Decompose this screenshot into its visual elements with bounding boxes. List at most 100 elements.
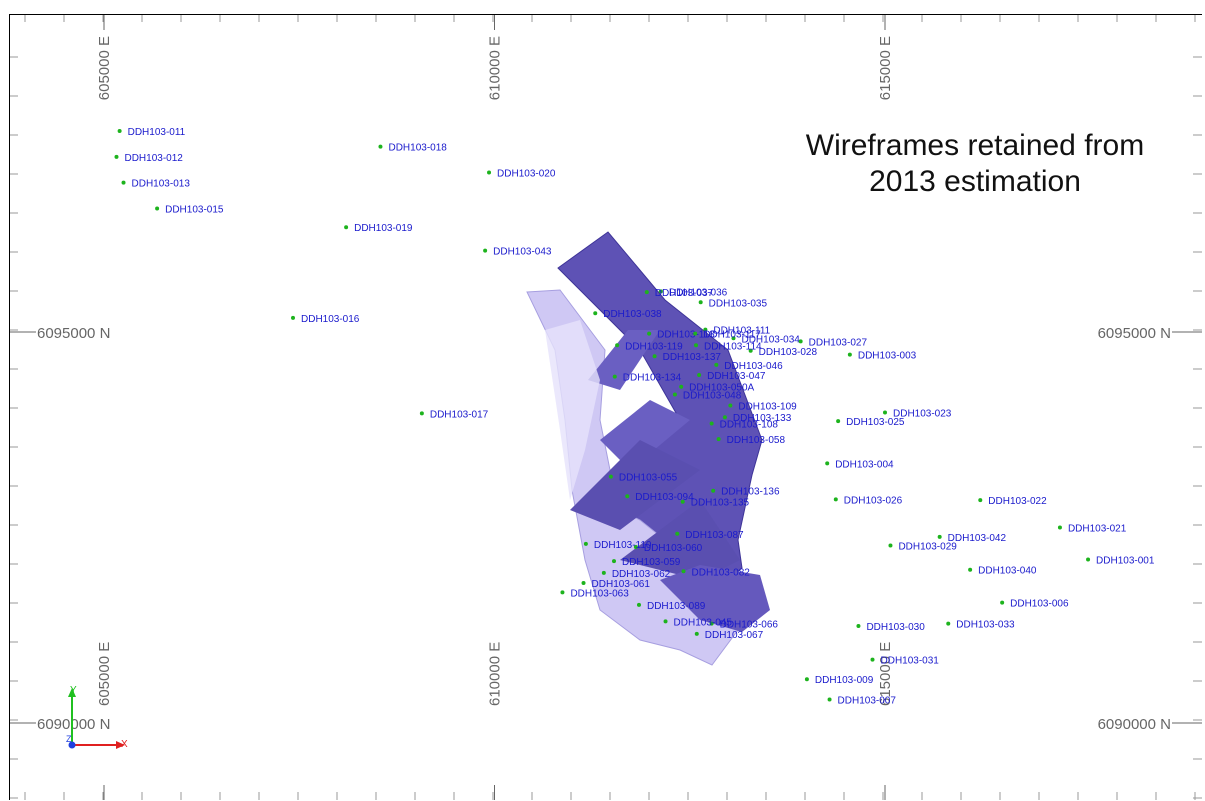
drillhole-collar-marker[interactable] bbox=[679, 384, 684, 389]
drillhole-label[interactable]: DDH103-012 bbox=[124, 153, 183, 164]
drillhole-label[interactable]: DDH103-011 bbox=[128, 127, 186, 138]
drillhole-collar-marker[interactable] bbox=[714, 362, 719, 367]
drillhole-label[interactable]: DDH103-021 bbox=[1068, 524, 1127, 535]
drillhole-collar-marker[interactable] bbox=[121, 180, 126, 185]
drillhole-label[interactable]: DDH103-058 bbox=[727, 435, 786, 446]
drillhole-collar-marker[interactable] bbox=[847, 352, 852, 357]
drillhole-label[interactable]: DDH103-137 bbox=[663, 352, 722, 363]
drillhole-label[interactable]: DDH103-025 bbox=[846, 417, 905, 428]
drillhole-cluster-label[interactable]: DDH103-037 bbox=[655, 288, 714, 299]
drillhole-label[interactable]: DDH103-007 bbox=[838, 696, 897, 707]
drillhole-label[interactable]: DDH103-061 bbox=[592, 579, 651, 590]
drillhole-cluster-label[interactable]: DDH103-110 bbox=[594, 540, 652, 551]
drillhole-collar-marker[interactable] bbox=[117, 129, 122, 134]
drillhole-collar-marker[interactable] bbox=[804, 677, 809, 682]
drillhole-label[interactable]: DDH103-027 bbox=[809, 337, 868, 348]
drillhole-label[interactable]: DDH103-063 bbox=[570, 588, 629, 599]
drillhole-label[interactable]: DDH103-028 bbox=[759, 347, 818, 358]
drillhole-label[interactable]: DDH103-135 bbox=[691, 498, 750, 509]
drillhole-collar-marker[interactable] bbox=[697, 373, 702, 378]
drillhole-label[interactable]: DDH103-004 bbox=[835, 459, 894, 470]
drillhole-collar-marker[interactable] bbox=[663, 619, 668, 624]
drillhole-collar-marker[interactable] bbox=[694, 631, 699, 636]
drillhole-collar-marker[interactable] bbox=[827, 697, 832, 702]
drillhole-collar-marker[interactable] bbox=[722, 415, 727, 420]
drillhole-label[interactable]: DDH103-134 bbox=[623, 373, 682, 384]
drillhole-label[interactable]: DDH103-018 bbox=[388, 143, 447, 154]
drillhole-collar-marker[interactable] bbox=[344, 225, 349, 230]
drillhole-label[interactable]: DDH103-087 bbox=[685, 530, 744, 541]
drillhole-label[interactable]: DDH103-042 bbox=[948, 533, 1007, 544]
drillhole-cluster-label[interactable]: DDH103-055 bbox=[619, 473, 678, 484]
drillhole-label[interactable]: DDH103-047 bbox=[707, 371, 766, 382]
drillhole-collar-marker[interactable] bbox=[583, 541, 588, 546]
drillhole-cluster-label[interactable]: DDH103-048 bbox=[683, 391, 742, 402]
drillhole-label[interactable]: DDH103-017 bbox=[430, 409, 489, 420]
drillhole-label[interactable]: DDH103-031 bbox=[881, 656, 940, 667]
drillhole-label[interactable]: DDH103-030 bbox=[866, 622, 925, 633]
drillhole-collar-marker[interactable] bbox=[636, 602, 641, 607]
drillhole-collar-marker[interactable] bbox=[709, 421, 714, 426]
drillhole-collar-marker[interactable] bbox=[681, 569, 686, 574]
drillhole-collar-marker[interactable] bbox=[693, 343, 698, 348]
drillhole-collar-marker[interactable] bbox=[968, 567, 973, 572]
drillhole-cluster-label[interactable]: DDH103-118 bbox=[657, 330, 715, 341]
drillhole-collar-marker[interactable] bbox=[883, 410, 887, 415]
drillhole-collar-marker[interactable] bbox=[716, 437, 721, 442]
drillhole-label[interactable]: DDH103-066 bbox=[720, 620, 779, 631]
drillhole-label[interactable]: DDH103-013 bbox=[132, 179, 191, 190]
drillhole-collar-marker[interactable] bbox=[693, 331, 698, 336]
drillhole-cluster-label[interactable]: DDH103-045 bbox=[674, 617, 733, 628]
drillhole-label[interactable]: DDH103-036 bbox=[669, 287, 728, 298]
drillhole-collar-marker[interactable] bbox=[644, 290, 649, 295]
drillhole-label[interactable]: DDH103-111 bbox=[713, 326, 770, 337]
drillhole-collar-marker[interactable] bbox=[978, 498, 983, 503]
drillhole-label[interactable]: DDH103-016 bbox=[301, 314, 360, 325]
drillhole-collar-marker[interactable] bbox=[612, 374, 617, 379]
drillhole-collar-marker[interactable] bbox=[888, 543, 893, 548]
drillhole-cluster-label[interactable]: DDH103-089 bbox=[647, 601, 706, 612]
drillhole-label[interactable]: DDH103-067 bbox=[705, 630, 764, 641]
drillhole-label[interactable]: DDH103-136 bbox=[721, 487, 780, 498]
drillhole-label[interactable]: DDH103-119 bbox=[625, 341, 683, 352]
drillhole-collar-marker[interactable] bbox=[1000, 600, 1005, 605]
drillhole-collar-marker[interactable] bbox=[856, 624, 861, 629]
drillhole-collar-marker[interactable] bbox=[825, 461, 830, 466]
drillhole-label[interactable]: DDH103-043 bbox=[493, 247, 552, 258]
drillhole-label[interactable]: DDH103-023 bbox=[893, 409, 952, 420]
drillhole-label[interactable]: DDH103-109 bbox=[738, 402, 797, 413]
drillhole-label[interactable]: DDH103-009 bbox=[815, 675, 874, 686]
drillhole-collar-marker[interactable] bbox=[647, 331, 652, 336]
drillhole-collar-marker[interactable] bbox=[615, 343, 620, 348]
drillhole-collar-marker[interactable] bbox=[798, 339, 803, 344]
drillhole-collar-marker[interactable] bbox=[675, 531, 680, 536]
drillhole-collar-marker[interactable] bbox=[652, 354, 657, 359]
drillhole-collar-marker[interactable] bbox=[581, 581, 586, 586]
drillhole-label[interactable]: DDH103-060 bbox=[644, 543, 703, 554]
drillhole-collar-marker[interactable] bbox=[711, 488, 716, 493]
drillhole-collar-marker[interactable] bbox=[625, 494, 630, 499]
drillhole-label[interactable]: DDH103-034 bbox=[741, 334, 800, 345]
drillhole-collar-marker[interactable] bbox=[658, 289, 663, 294]
drillhole-collar-marker[interactable] bbox=[698, 300, 703, 305]
drillhole-label[interactable]: DDH103-059 bbox=[622, 557, 681, 568]
drillhole-label[interactable]: DDH103-026 bbox=[844, 495, 903, 506]
drillhole-label[interactable]: DDH103-035 bbox=[709, 298, 768, 309]
drillhole-label[interactable]: DDH103-015 bbox=[165, 204, 224, 215]
drillhole-collar-marker[interactable] bbox=[680, 499, 685, 504]
drillhole-collar-marker[interactable] bbox=[1057, 525, 1062, 530]
drillhole-collar-marker[interactable] bbox=[291, 315, 296, 320]
drillhole-collar-marker[interactable] bbox=[155, 206, 160, 211]
drillhole-label[interactable]: DDH103-040 bbox=[978, 566, 1037, 577]
drillhole-label[interactable]: DDH103-082 bbox=[692, 567, 751, 578]
drillhole-cluster-label[interactable]: DDH103-114 bbox=[704, 341, 762, 352]
drillhole-label[interactable]: DDH103-062 bbox=[612, 569, 671, 580]
drillhole-collar-marker[interactable] bbox=[608, 474, 613, 479]
drillhole-label[interactable]: DDH103-038 bbox=[603, 309, 662, 320]
drillhole-label[interactable]: DDH103-020 bbox=[497, 168, 556, 179]
drillhole-label[interactable]: DDH103-001 bbox=[1096, 556, 1155, 567]
drillhole-collar-marker[interactable] bbox=[731, 336, 736, 341]
drillhole-cluster-label[interactable]: DDH103-117 bbox=[703, 330, 761, 341]
